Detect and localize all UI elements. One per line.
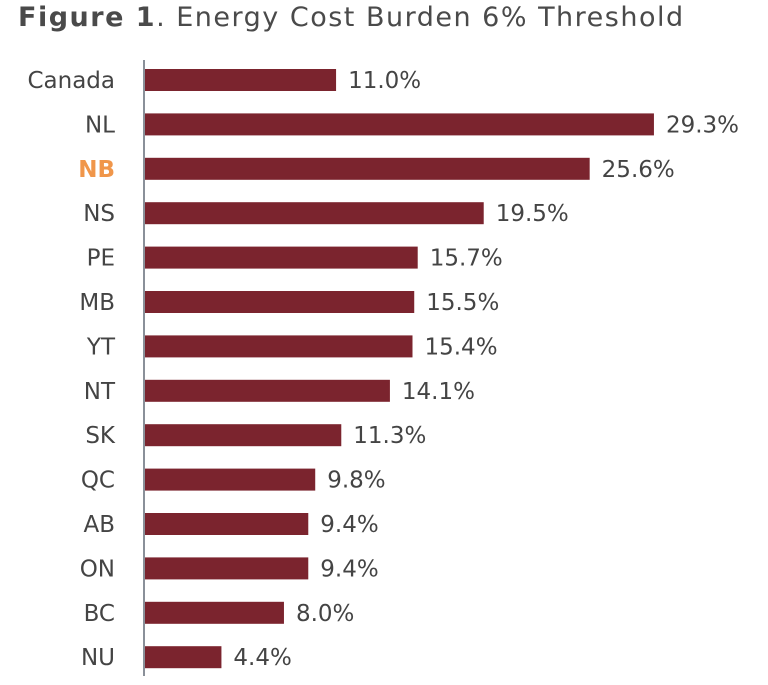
chart-title-bold: Figure 1 xyxy=(18,2,157,33)
bar-on xyxy=(145,557,309,580)
category-label: NB xyxy=(78,157,115,183)
bar-canada xyxy=(145,69,337,91)
category-label: ON xyxy=(80,556,115,582)
category-label: NU xyxy=(81,645,115,671)
bar-nu xyxy=(145,646,222,669)
category-label: BC xyxy=(84,601,115,627)
chart-title: Figure 1. Energy Cost Burden 6% Threshol… xyxy=(18,2,685,33)
value-label: 15.7% xyxy=(430,246,503,272)
category-label: AB xyxy=(83,512,115,538)
value-label: 9.4% xyxy=(320,556,378,582)
category-label: PE xyxy=(87,246,115,272)
bar-sk xyxy=(145,424,342,447)
bar-qc xyxy=(145,468,316,491)
value-label: 4.4% xyxy=(233,645,291,671)
category-label: NL xyxy=(85,112,115,138)
value-label: 8.0% xyxy=(296,601,354,627)
category-label: NS xyxy=(83,201,115,227)
value-label: 15.4% xyxy=(424,334,497,360)
category-label: Canada xyxy=(27,68,115,94)
value-label: 19.5% xyxy=(496,201,569,227)
value-label: 9.4% xyxy=(320,512,378,538)
bar-nl xyxy=(145,113,654,136)
category-label: YT xyxy=(86,334,116,360)
bar-nb xyxy=(145,157,590,180)
chart-title-text: . Energy Cost Burden 6% Threshold xyxy=(156,2,685,33)
value-label: 9.8% xyxy=(327,468,385,494)
value-label: 25.6% xyxy=(602,157,675,183)
bar-pe xyxy=(145,246,418,269)
bar-ns xyxy=(145,202,484,225)
category-label: SK xyxy=(85,423,116,449)
category-label: MB xyxy=(79,290,115,316)
bar-yt xyxy=(145,335,413,358)
category-label: QC xyxy=(81,468,115,494)
value-label: 14.1% xyxy=(402,379,475,405)
value-label: 15.5% xyxy=(426,290,499,316)
value-label: 29.3% xyxy=(666,112,739,138)
bar-nt xyxy=(145,379,390,402)
bar-bc xyxy=(145,601,284,624)
value-label: 11.3% xyxy=(353,423,426,449)
value-label: 11.0% xyxy=(348,68,421,94)
category-label: NT xyxy=(84,379,116,405)
bar-ab xyxy=(145,513,309,535)
bar-mb xyxy=(145,291,415,313)
